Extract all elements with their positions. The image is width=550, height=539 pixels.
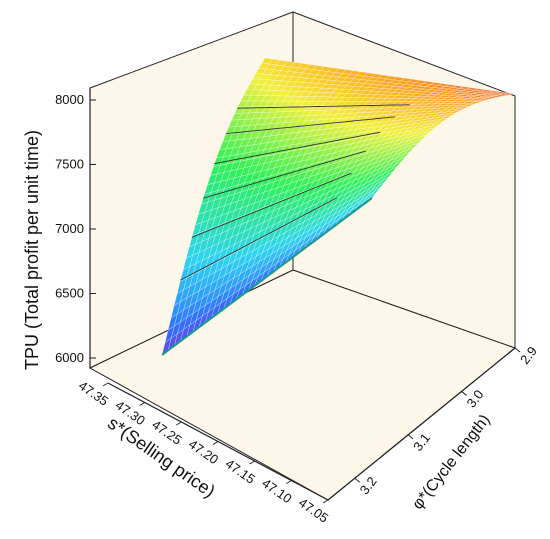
contour-line [214,131,381,164]
y-tick-label: 3.1 [410,430,433,453]
x-tick-label: 47.35 [76,378,111,409]
z-axis-ticks: 6000 6500 7000 7500 8000 [55,92,96,365]
y-tick-mark [514,347,521,353]
surface-cell [503,92,516,96]
x-tick-mark [286,480,292,484]
z-tick-label: 6500 [55,286,84,301]
x-tick-mark [102,382,109,387]
y-tick-label: 2.9 [517,343,540,366]
z-tick-label: 8000 [55,92,84,107]
surface-base-edge [161,197,373,356]
y-tick-label: 3.0 [464,387,487,410]
x-tick-mark [322,499,329,504]
y-axis-line [327,347,516,501]
z-axis-title: TPU (Total profit per unit time) [22,130,42,370]
contour-line [191,172,352,238]
y-tick-mark [461,391,467,396]
x-tick-mark [212,441,219,445]
y-tick-mark [407,434,414,440]
x-tick-mark [139,402,145,406]
y-tick-label: 3.2 [357,474,380,497]
contour-line [180,197,338,281]
x-tick-mark [249,460,255,465]
z-tick-label: 6000 [55,350,84,365]
x-tick-mark [176,421,182,426]
contour-line [203,150,367,199]
z-tick-label: 7500 [55,157,84,172]
surface-mesh [161,57,516,356]
y-tick-mark [354,477,361,483]
z-tick-label: 7000 [55,221,84,236]
contour-line [237,104,410,109]
contour-line [225,116,395,135]
y-axis-title: φ*(Cycle length) [409,412,493,513]
